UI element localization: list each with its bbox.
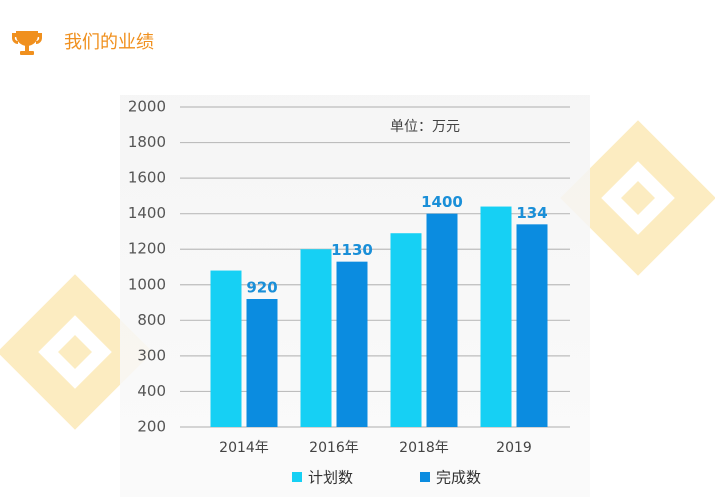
y-tick-label: 400 xyxy=(137,382,166,400)
bar xyxy=(480,206,512,427)
bar xyxy=(516,224,548,427)
bar xyxy=(300,249,332,427)
x-tick-label: 2018年 xyxy=(399,440,449,456)
x-tick-label: 2019 xyxy=(496,440,532,456)
legend-swatch xyxy=(420,472,430,482)
y-tick-label: 2000 xyxy=(128,98,166,116)
y-tick-label: 1200 xyxy=(128,240,166,258)
bar xyxy=(336,261,368,427)
legend-label: 完成数 xyxy=(436,469,481,487)
x-tick-label: 2016年 xyxy=(309,440,359,456)
data-label: 920 xyxy=(246,279,277,297)
bar xyxy=(246,299,278,427)
bar xyxy=(426,213,458,427)
trophy-icon xyxy=(12,31,42,55)
legend-label: 计划数 xyxy=(308,469,353,487)
legend-swatch xyxy=(292,472,302,482)
x-tick-label: 2014年 xyxy=(219,440,269,456)
bar xyxy=(210,270,242,427)
y-tick-label: 800 xyxy=(137,311,166,329)
data-label: 134 xyxy=(516,204,547,222)
y-tick-label: 1400 xyxy=(128,204,166,222)
y-tick-label: 1000 xyxy=(128,275,166,293)
unit-annotation: 单位：万元 xyxy=(390,119,460,135)
y-tick-label: 200 xyxy=(137,418,166,436)
page-title: 我们的业绩 xyxy=(64,32,154,53)
y-tick-label: 300 xyxy=(137,346,166,364)
bar xyxy=(390,233,422,427)
y-tick-label: 1600 xyxy=(128,169,166,187)
y-tick-label: 1800 xyxy=(128,133,166,151)
decoration xyxy=(0,120,715,430)
data-label: 1130 xyxy=(331,241,373,259)
data-label: 1400 xyxy=(421,193,463,211)
